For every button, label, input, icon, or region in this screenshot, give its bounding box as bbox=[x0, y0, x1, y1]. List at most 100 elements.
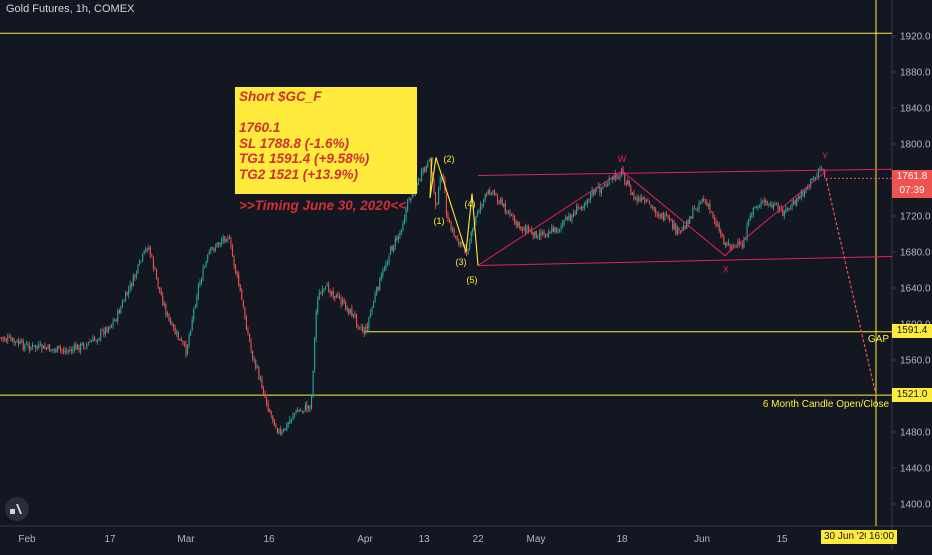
candle-body bbox=[324, 286, 327, 289]
candle-body bbox=[600, 187, 602, 194]
candle-body bbox=[613, 176, 615, 180]
candle-body bbox=[614, 173, 616, 180]
candle-body bbox=[323, 288, 325, 290]
candle-body bbox=[340, 298, 342, 305]
candle-body bbox=[272, 415, 274, 421]
candle-body bbox=[143, 250, 145, 254]
candle-body bbox=[200, 279, 203, 283]
candle-body bbox=[59, 346, 61, 350]
trade-note-box[interactable]: Short $GC_F 1760.1 SL 1788.8 (-1.6%) TG1… bbox=[235, 87, 417, 213]
candle-body bbox=[422, 168, 424, 173]
gap-label: GAP bbox=[868, 334, 889, 345]
candle-body bbox=[349, 308, 351, 315]
candle-body bbox=[19, 340, 21, 345]
candle-body bbox=[546, 235, 548, 237]
candle-body bbox=[199, 282, 201, 285]
candle-body bbox=[8, 337, 10, 338]
candle-body bbox=[692, 207, 694, 219]
candle-body bbox=[498, 202, 500, 204]
candle-body bbox=[177, 331, 179, 340]
candle-body bbox=[740, 244, 742, 246]
candle-body bbox=[111, 324, 113, 328]
candle-body bbox=[365, 326, 367, 334]
time-tick-label: 16 bbox=[263, 534, 275, 545]
candle-body bbox=[7, 337, 9, 341]
candle-body bbox=[152, 257, 154, 270]
candle-body bbox=[83, 343, 85, 349]
candle-body bbox=[574, 212, 576, 216]
candle-body bbox=[399, 232, 401, 236]
candle-body bbox=[807, 186, 809, 188]
candle-body bbox=[681, 229, 683, 232]
candle-body bbox=[267, 403, 269, 411]
candle-body bbox=[396, 237, 398, 241]
candle-body bbox=[227, 238, 229, 240]
time-tick-label: 13 bbox=[418, 534, 430, 545]
candle-body bbox=[35, 345, 37, 349]
candle-body bbox=[768, 203, 770, 206]
candle-body bbox=[289, 419, 291, 424]
candle-body bbox=[368, 317, 370, 329]
candle-body bbox=[261, 378, 263, 389]
candle-body bbox=[696, 209, 699, 211]
candle-body bbox=[252, 350, 254, 359]
candle-body bbox=[281, 432, 283, 434]
candle-body bbox=[748, 219, 750, 226]
candle-body bbox=[585, 203, 587, 205]
candle-body bbox=[639, 197, 641, 200]
candle-body bbox=[76, 344, 79, 350]
candle-body bbox=[379, 278, 381, 291]
candle-body bbox=[44, 346, 46, 349]
candle-body bbox=[439, 179, 441, 187]
candle-body bbox=[67, 351, 69, 353]
candle-body bbox=[165, 304, 167, 315]
candle-body bbox=[109, 327, 111, 329]
candle-body bbox=[163, 304, 165, 306]
candle-body bbox=[125, 292, 127, 302]
wxy-path bbox=[477, 170, 827, 266]
candle-body bbox=[817, 171, 819, 177]
candle-body bbox=[645, 200, 647, 202]
candle-body bbox=[238, 274, 240, 286]
candle-body bbox=[345, 301, 347, 311]
candle-body bbox=[335, 293, 337, 299]
candle-body bbox=[712, 211, 714, 218]
candle-body bbox=[352, 313, 354, 316]
candle-body bbox=[138, 261, 141, 264]
candle-body bbox=[219, 243, 221, 246]
candle-body bbox=[374, 294, 376, 302]
candle-body bbox=[475, 216, 477, 223]
candle-body bbox=[650, 204, 652, 208]
candle-body bbox=[630, 187, 632, 195]
candle-body bbox=[543, 231, 545, 235]
candle-body bbox=[235, 264, 237, 273]
candle-body bbox=[92, 337, 94, 342]
candle-body bbox=[628, 180, 630, 187]
candle-body bbox=[783, 211, 785, 216]
candle-body bbox=[515, 221, 517, 226]
candle-body bbox=[231, 246, 234, 257]
candle-body bbox=[484, 194, 486, 200]
candle-body bbox=[509, 211, 511, 217]
candle-body bbox=[211, 247, 213, 248]
note-line: TG2 1521 (+13.9%) bbox=[239, 166, 358, 182]
candle-body bbox=[757, 207, 759, 208]
candle-body bbox=[698, 202, 700, 210]
time-tick-label: 17 bbox=[104, 534, 116, 545]
candle-body bbox=[123, 301, 125, 303]
tradingview-logo-icon[interactable] bbox=[5, 497, 29, 521]
candle-body bbox=[320, 293, 322, 295]
candle-body bbox=[540, 232, 542, 236]
candle-body bbox=[754, 206, 756, 208]
candle-body bbox=[145, 248, 147, 252]
candle-body bbox=[507, 212, 509, 214]
candle-body bbox=[380, 274, 382, 280]
candle-body bbox=[126, 291, 128, 295]
candle-body bbox=[280, 429, 282, 434]
candle-body bbox=[180, 339, 182, 341]
candle-body bbox=[363, 329, 365, 334]
candle-body bbox=[607, 185, 609, 187]
candle-body bbox=[766, 201, 768, 205]
